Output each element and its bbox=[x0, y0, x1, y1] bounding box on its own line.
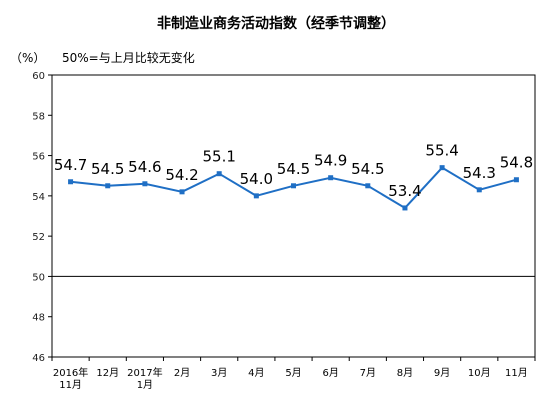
data-label: 54.7 bbox=[54, 156, 87, 174]
x-tick-label: 7月 bbox=[360, 367, 376, 379]
data-label: 55.1 bbox=[202, 148, 235, 166]
data-point bbox=[476, 187, 482, 193]
data-point bbox=[179, 189, 185, 195]
data-label: 54.9 bbox=[314, 152, 347, 170]
x-tick-label: 6月 bbox=[322, 367, 338, 379]
x-tick-label: 3月 bbox=[211, 367, 227, 379]
data-label: 54.5 bbox=[91, 160, 124, 178]
x-tick-label: 5月 bbox=[285, 367, 301, 379]
y-tick-label: 48 bbox=[32, 313, 45, 324]
data-label: 54.5 bbox=[277, 160, 310, 178]
x-tick-label: 2月 bbox=[174, 367, 190, 379]
data-point bbox=[439, 165, 445, 171]
y-tick-label: 58 bbox=[32, 111, 45, 122]
x-tick-label: 2016年 11月 bbox=[53, 366, 88, 391]
x-tick-label: 12月 bbox=[96, 367, 119, 379]
data-label: 55.4 bbox=[425, 142, 458, 160]
data-label: 54.5 bbox=[351, 160, 384, 178]
data-label: 54.2 bbox=[165, 166, 198, 184]
x-tick-label: 2017年 1月 bbox=[127, 366, 162, 391]
x-tick-label: 11月 bbox=[505, 367, 528, 379]
y-tick-label: 52 bbox=[32, 232, 45, 243]
data-label: 53.4 bbox=[388, 182, 421, 200]
y-tick-label: 54 bbox=[32, 192, 45, 203]
data-point bbox=[105, 183, 111, 189]
data-point bbox=[253, 193, 259, 199]
data-point bbox=[328, 175, 334, 181]
y-tick-label: 46 bbox=[32, 353, 45, 364]
x-axis: 2016年 11月 12月 2017年 1月 2月 3月 4月 5月 6月 7月 8月 9月 10月 11月 bbox=[51, 357, 536, 391]
data-point bbox=[513, 177, 519, 183]
plot-area bbox=[51, 74, 536, 358]
y-tick-label: 50 bbox=[32, 272, 45, 283]
data-point bbox=[291, 183, 296, 189]
data-label: 54.3 bbox=[463, 164, 496, 182]
data-point bbox=[68, 179, 74, 185]
y-tick-label: 56 bbox=[32, 152, 45, 163]
data-points bbox=[68, 165, 519, 211]
y-tick-label: 60 bbox=[32, 71, 45, 82]
chart-title: 非制造业商务活动指数（经季节调整） bbox=[157, 15, 395, 32]
x-tick-label: 9月 bbox=[434, 367, 450, 379]
x-tick-label: 4月 bbox=[248, 367, 264, 379]
x-tick-label: 10月 bbox=[468, 367, 491, 379]
data-label: 54.6 bbox=[128, 158, 161, 176]
data-point bbox=[142, 181, 148, 187]
data-label: 54.0 bbox=[240, 170, 273, 188]
data-point bbox=[365, 183, 371, 189]
data-labels: 54.7 54.5 54.6 54.255.154.054.5 54.9 54.553.4… bbox=[54, 142, 533, 200]
data-point bbox=[216, 171, 222, 177]
x-tick-label: 8月 bbox=[397, 367, 413, 379]
y-axis: 46 48 50 52 54 56 58 60 bbox=[32, 71, 52, 364]
data-point bbox=[402, 205, 408, 211]
note-label: 50%=与上月比较无变化 bbox=[62, 50, 195, 65]
unit-label: （%） bbox=[10, 51, 45, 65]
data-label: 54.8 bbox=[500, 154, 533, 172]
